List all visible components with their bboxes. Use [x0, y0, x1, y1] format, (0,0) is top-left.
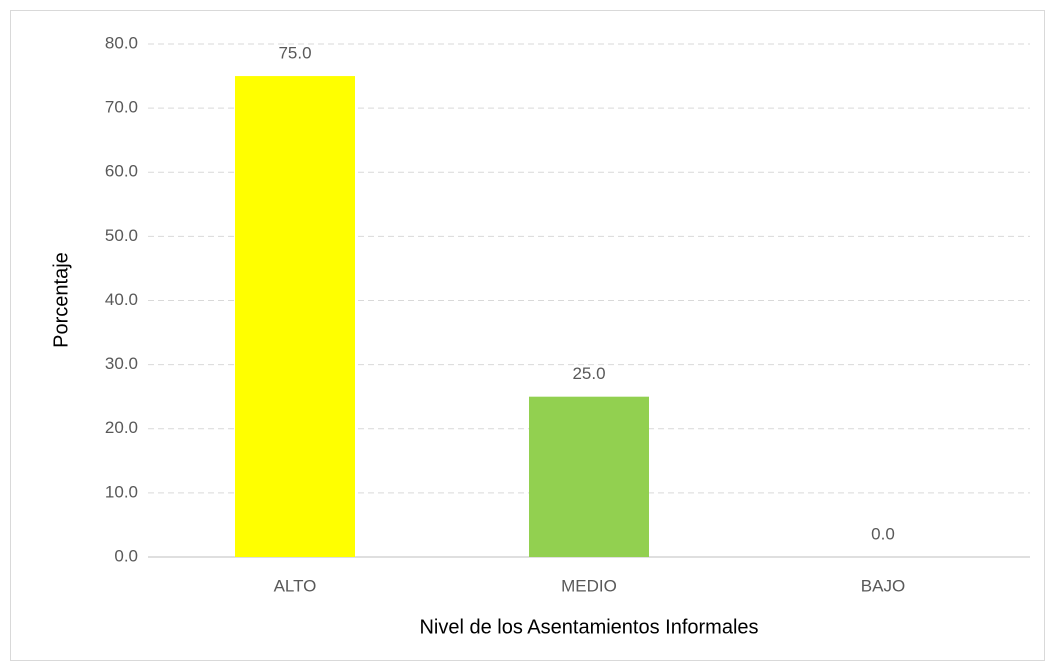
- x-tick-label: MEDIO: [561, 576, 617, 595]
- y-tick-label: 70.0: [105, 98, 138, 117]
- bar: [235, 76, 355, 557]
- y-tick-label: 10.0: [105, 482, 138, 501]
- y-tick-label: 60.0: [105, 162, 138, 181]
- bar: [529, 396, 649, 557]
- data-label: 75.0: [278, 44, 311, 63]
- y-axis-title: Porcentaje: [50, 252, 72, 348]
- y-tick-label: 40.0: [105, 290, 138, 309]
- y-tick-label: 20.0: [105, 418, 138, 437]
- x-tick-label: ALTO: [274, 576, 317, 595]
- x-axis-title: Nivel de los Asentamientos Informales: [419, 616, 758, 638]
- y-tick-label: 50.0: [105, 226, 138, 245]
- y-tick-label: 80.0: [105, 33, 138, 52]
- y-tick-label: 30.0: [105, 354, 138, 373]
- x-tick-label: BAJO: [861, 576, 905, 595]
- y-tick-label: 0.0: [114, 546, 138, 565]
- data-label: 0.0: [871, 524, 895, 543]
- data-label: 25.0: [572, 364, 605, 383]
- chart-border: [10, 10, 1045, 661]
